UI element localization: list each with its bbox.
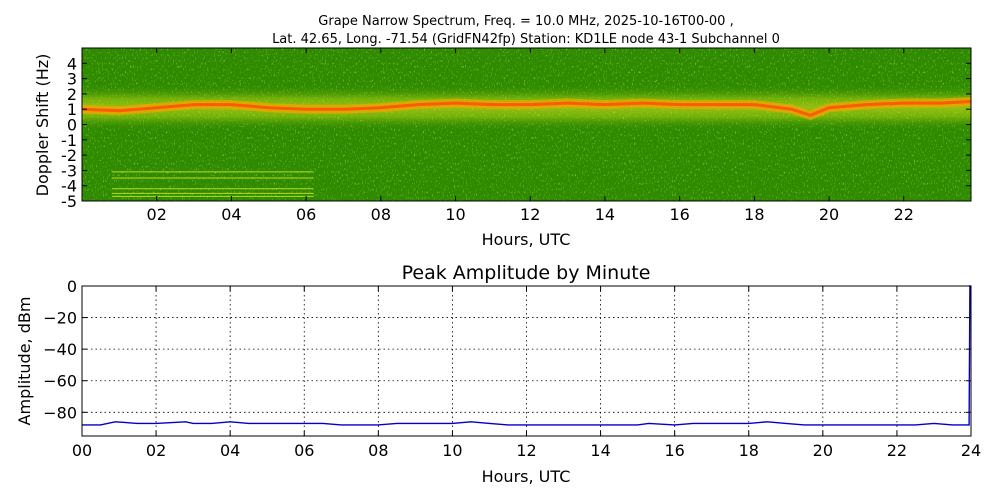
spectrum-y-tick-label: -2 (61, 146, 77, 165)
amplitude-y-tick-label: −60 (43, 372, 77, 391)
spectrum-y-tick-label: -5 (61, 192, 77, 211)
doppler-trace (82, 100, 971, 117)
amplitude-x-tick-label: 08 (368, 441, 388, 460)
spectrogram-plot-area (82, 48, 971, 201)
amplitude-x-tick-label: 00 (72, 441, 92, 460)
spectrum-y-tick-label: 2 (67, 85, 77, 104)
amplitude-x-tick-label: 06 (294, 441, 314, 460)
spectrum-y-axis-label: Doppler Shift (Hz) (33, 54, 52, 197)
spectrum-y-tick-label: 4 (67, 54, 77, 73)
amplitude-x-tick-label: 10 (442, 441, 462, 460)
amplitude-y-axis-label: Amplitude, dBm (15, 297, 34, 426)
amplitude-x-tick-label: 16 (664, 441, 684, 460)
spectrum-x-tick-label: 22 (894, 205, 914, 224)
amplitude-x-tick-label: 18 (739, 441, 759, 460)
amplitude-x-tick-label: 02 (146, 441, 166, 460)
amplitude-y-tick-label: −40 (43, 340, 77, 359)
spectrum-x-tick-label: 02 (147, 205, 167, 224)
amplitude-x-tick-label: 12 (516, 441, 536, 460)
spectrum-y-tick-label: -3 (61, 161, 77, 180)
amplitude-series-line (82, 285, 971, 426)
amplitude-x-tick-label: 22 (887, 441, 907, 460)
amplitude-x-tick-label: 24 (961, 441, 981, 460)
spectrum-y-tick-label: 0 (67, 116, 77, 135)
spectrum-x-axis-label: Hours, UTC (482, 230, 571, 249)
spectrum-title-line2: Lat. 42.65, Long. -71.54 (GridFN42fp) St… (272, 32, 780, 47)
spectrum-x-tick-label: 20 (819, 205, 839, 224)
spectrum-x-tick-label: 04 (221, 205, 241, 224)
amplitude-x-tick-label: 14 (590, 441, 610, 460)
amplitude-y-tick-label: −20 (43, 309, 77, 328)
amplitude-x-tick-label: 04 (220, 441, 240, 460)
amplitude-y-tick-label: −80 (43, 403, 77, 422)
spectrum-x-tick-label: 08 (371, 205, 391, 224)
spectrum-y-tick-label: -1 (61, 131, 77, 150)
spectrum-x-tick-label: 18 (744, 205, 764, 224)
spectrum-x-tick-label: 16 (669, 205, 689, 224)
spectrum-x-tick-label: 12 (520, 205, 540, 224)
amplitude-x-tick-label: 20 (813, 441, 833, 460)
spectrum-x-tick-label: 10 (445, 205, 465, 224)
spectrum-title-line1: Grape Narrow Spectrum, Freq. = 10.0 MHz,… (318, 14, 733, 29)
spectrum-x-tick-label: 14 (595, 205, 615, 224)
spectrum-y-tick-label: 3 (67, 70, 77, 89)
amplitude-title: Peak Amplitude by Minute (402, 262, 651, 284)
spectrum-y-tick-label: -4 (61, 177, 77, 196)
spectrum-x-tick-label: 06 (296, 205, 316, 224)
amplitude-y-tick-label: 0 (67, 277, 77, 296)
amplitude-x-axis-label: Hours, UTC (482, 467, 571, 486)
spectrum-y-tick-label: 1 (67, 100, 77, 119)
